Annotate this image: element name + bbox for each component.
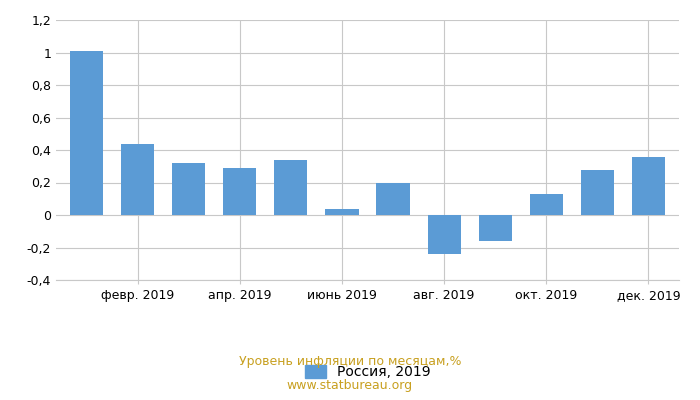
Bar	[632, 156, 665, 215]
Bar	[581, 170, 614, 215]
Bar	[274, 160, 307, 215]
Bar	[377, 182, 410, 215]
Legend: Россия, 2019: Россия, 2019	[299, 360, 436, 385]
Bar	[70, 51, 103, 215]
Text: www.statbureau.org: www.statbureau.org	[287, 380, 413, 392]
Bar	[172, 163, 205, 215]
Bar	[223, 168, 256, 215]
Text: Уровень инфляции по месяцам,%: Уровень инфляции по месяцам,%	[239, 356, 461, 368]
Bar	[530, 194, 563, 215]
Bar	[479, 215, 512, 241]
Bar	[121, 144, 154, 215]
Bar	[326, 208, 358, 215]
Bar	[428, 215, 461, 254]
